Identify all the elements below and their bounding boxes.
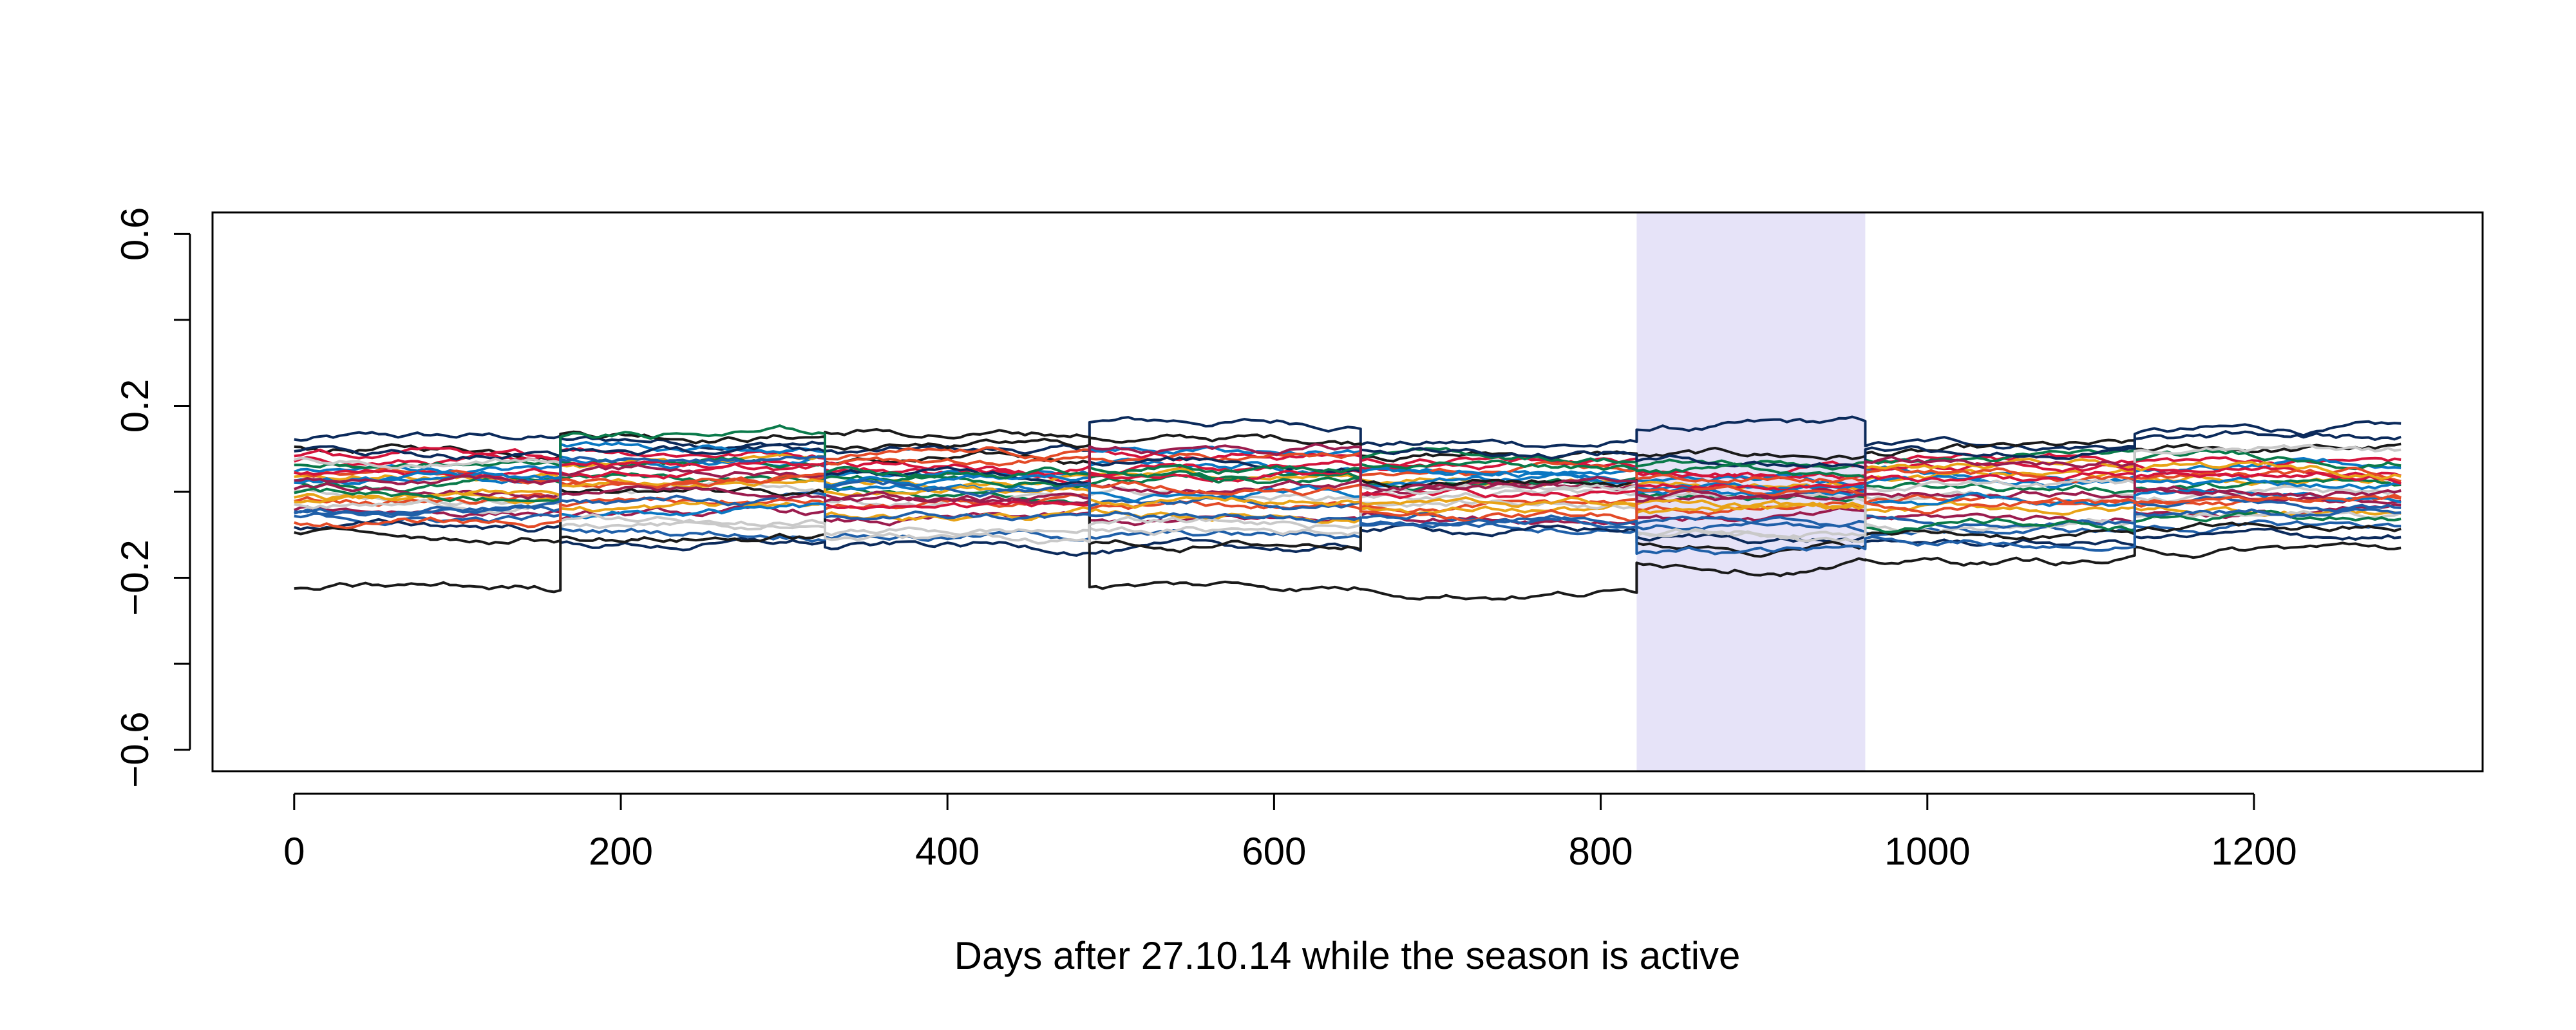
series-line bbox=[294, 518, 2401, 557]
series-line bbox=[294, 430, 2401, 465]
series-line bbox=[294, 441, 2401, 492]
series-line bbox=[294, 446, 2401, 483]
series-line bbox=[294, 428, 2401, 601]
series-line bbox=[294, 437, 2401, 558]
y-tick-label: 0.6 bbox=[113, 207, 156, 261]
plot-frame bbox=[211, 211, 2484, 772]
x-tick-label: 1200 bbox=[2211, 830, 2297, 873]
series-line bbox=[294, 415, 2401, 455]
x-tick-label: 0 bbox=[283, 830, 305, 873]
x-tick-label: 200 bbox=[589, 830, 653, 873]
x-tick-label: 600 bbox=[1242, 830, 1306, 873]
series-line bbox=[294, 424, 2401, 534]
series-line bbox=[294, 447, 2401, 489]
series-line bbox=[294, 443, 2401, 503]
x-axis-title: Days after 27.10.14 while the season is … bbox=[954, 934, 1741, 977]
series-line bbox=[294, 460, 2401, 510]
y-tick-label: 0.2 bbox=[113, 379, 156, 433]
series-line bbox=[294, 467, 2401, 520]
y-tick-label: −0.6 bbox=[113, 711, 156, 787]
series-line bbox=[294, 444, 2401, 545]
series-layer bbox=[294, 415, 2401, 601]
y-tick-label: −0.2 bbox=[113, 539, 156, 615]
series-line bbox=[294, 455, 2401, 556]
series-line bbox=[294, 491, 2401, 533]
x-axis: 0 200 400 600 800 1000 1200 bbox=[283, 792, 2297, 873]
series-line bbox=[294, 491, 2401, 524]
series-line bbox=[294, 464, 2401, 505]
y-axis: −0.6 −0.2 0.2 0.6 bbox=[113, 207, 191, 788]
x-tick-label: 1000 bbox=[1884, 830, 1970, 873]
x-tick-label: 800 bbox=[1569, 830, 1633, 873]
x-tick-label: 400 bbox=[915, 830, 980, 873]
